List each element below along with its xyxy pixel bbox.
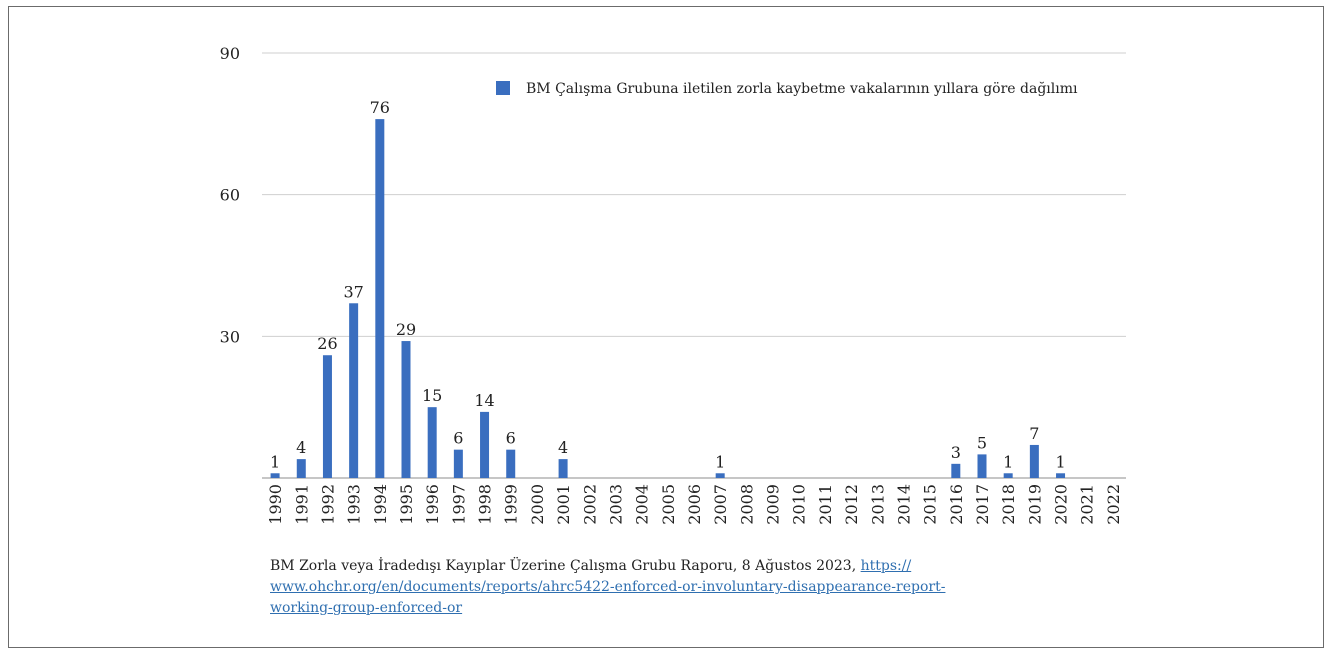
figure-frame [8, 6, 1324, 648]
x-tick-label-1994: 1994 [371, 484, 390, 525]
x-tick-label-2013: 2013 [868, 484, 887, 525]
bars [270, 119, 1066, 478]
gridlines [262, 52, 1126, 337]
bar-1992 [322, 355, 332, 478]
data-label-1998: 14 [474, 391, 494, 410]
data-label-1997: 6 [453, 429, 463, 448]
bar-2019 [1029, 444, 1039, 478]
data-label-2017: 5 [977, 433, 987, 452]
x-tick-label-1995: 1995 [397, 484, 416, 525]
x-tick-label-2015: 2015 [921, 484, 940, 525]
source-link-line-2: www.ohchr.org/en/documents/reports/ahrc5… [270, 579, 946, 595]
bar-1997 [453, 449, 463, 478]
x-tick-label-2021: 2021 [1078, 484, 1097, 525]
x-tick-label-2007: 2007 [711, 484, 730, 525]
bar-2017 [977, 454, 987, 478]
x-tick-label-1998: 1998 [476, 484, 495, 525]
x-tick-label-2001: 2001 [554, 484, 573, 525]
source-link[interactable]: https:// www.ohchr.org/en/documents/repor… [270, 558, 945, 616]
data-label-1996: 15 [422, 386, 442, 405]
data-label-2018: 1 [1003, 452, 1013, 471]
x-tick-label-2011: 2011 [816, 484, 835, 525]
x-tick-label-1992: 1992 [318, 484, 337, 525]
x-tick-label-2020: 2020 [1052, 484, 1071, 525]
bar-2016 [951, 463, 961, 478]
x-tick-label-2000: 2000 [528, 484, 547, 525]
y-tick-label: 30 [220, 327, 240, 346]
bar-2001 [558, 459, 568, 478]
source-link-line-1: https:// [860, 558, 912, 574]
legend: BM Çalışma Grubuna iletilen zorla kaybet… [496, 81, 1078, 97]
data-label-1995: 29 [396, 320, 416, 339]
x-tick-label-2004: 2004 [633, 484, 652, 525]
bar-2007 [715, 473, 725, 478]
bar-1998 [480, 411, 490, 478]
x-tick-label-2005: 2005 [659, 484, 678, 525]
data-label-1990: 1 [270, 452, 280, 471]
data-label-2019: 7 [1029, 424, 1039, 443]
source-text: BM Zorla veya İradedışı Kayıplar Üzerine… [270, 558, 861, 574]
x-tick-label-2022: 2022 [1104, 484, 1123, 525]
data-label-2007: 1 [715, 452, 725, 471]
bar-1999 [506, 449, 516, 478]
x-tick-label-2014: 2014 [894, 484, 913, 525]
x-tick-label-2016: 2016 [947, 484, 966, 525]
bar-1993 [349, 303, 359, 478]
y-tick-label: 60 [220, 186, 240, 205]
x-tick-label-2008: 2008 [737, 484, 756, 525]
bar-2018 [1003, 473, 1013, 478]
data-label-2020: 1 [1055, 452, 1065, 471]
source-link-line-3: working-group-enforced-or [270, 600, 463, 616]
data-label-1993: 37 [343, 282, 363, 301]
data-label-1999: 6 [506, 429, 516, 448]
x-tick-label-2017: 2017 [973, 484, 992, 525]
data-label-2001: 4 [558, 438, 568, 457]
source-note: BM Zorla veya İradedışı Kayıplar Üzerine… [270, 556, 1090, 619]
x-tick-label-2003: 2003 [606, 484, 625, 525]
x-tick-label-1999: 1999 [502, 484, 521, 525]
y-axis-ticks: 90 60 30 [220, 44, 240, 346]
bar-1990 [270, 473, 280, 478]
x-tick-label-2019: 2019 [1025, 484, 1044, 525]
x-tick-label-2002: 2002 [580, 484, 599, 525]
x-tick-label-1996: 1996 [423, 484, 442, 525]
x-tick-label-2012: 2012 [842, 484, 861, 525]
legend-swatch [496, 81, 510, 95]
x-tick-label-1997: 1997 [449, 484, 468, 525]
x-tick-label-2006: 2006 [685, 484, 704, 525]
data-label-2016: 3 [951, 443, 961, 462]
x-axis-ticks: 1990 1991 1992 1993 1994 1995 1996 1997 1998 1999… [266, 484, 1123, 525]
x-tick-label-2009: 2009 [764, 484, 783, 525]
data-label-1991: 4 [296, 438, 306, 457]
x-tick-label-1993: 1993 [345, 484, 364, 525]
bar-1994 [375, 119, 385, 478]
x-tick-label-1991: 1991 [292, 484, 311, 525]
bar-1996 [427, 407, 437, 478]
y-tick-label: 90 [220, 44, 240, 63]
legend-label: BM Çalışma Grubuna iletilen zorla kaybet… [526, 81, 1078, 97]
x-tick-label-2018: 2018 [999, 484, 1018, 525]
data-label-1992: 26 [317, 334, 337, 353]
bar-1991 [296, 459, 306, 478]
x-tick-label-2010: 2010 [790, 484, 809, 525]
data-label-1994: 76 [370, 98, 390, 117]
bar-2020 [1056, 473, 1066, 478]
x-tick-label-1990: 1990 [266, 484, 285, 525]
bar-1995 [401, 341, 411, 478]
